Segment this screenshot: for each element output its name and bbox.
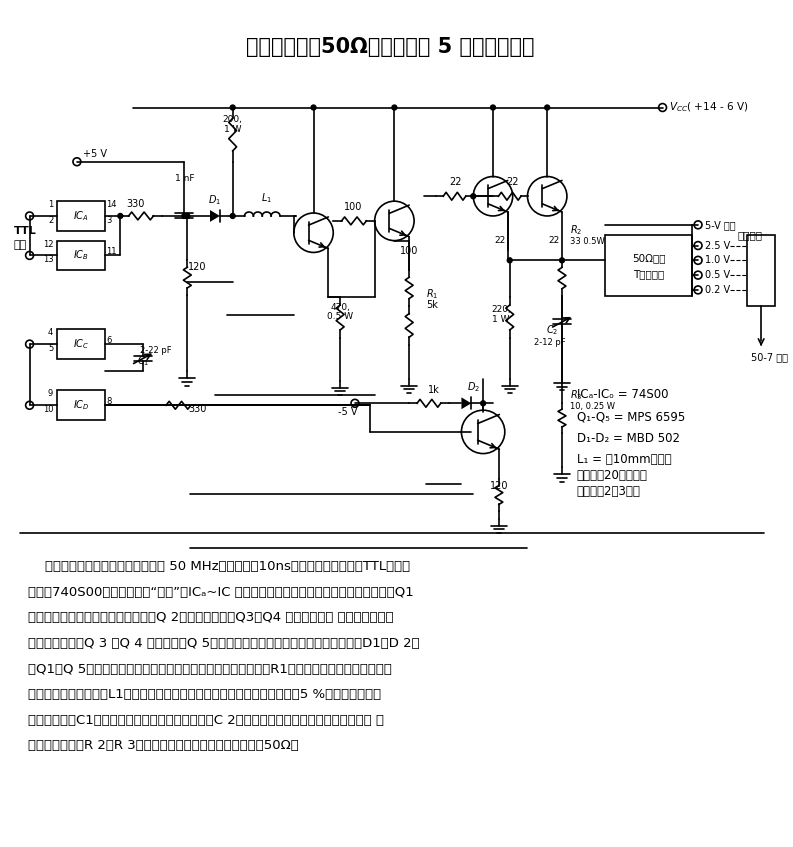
Text: $IC_A$: $IC_A$ bbox=[73, 209, 89, 223]
Text: 50-7 负载: 50-7 负载 bbox=[751, 352, 788, 362]
Text: 120: 120 bbox=[188, 263, 206, 272]
Text: 规泣包线2～3圈。: 规泣包线2～3圈。 bbox=[577, 485, 641, 498]
Text: 将短脉冲馈入50Ω同轴电缆的 5 晶体管放大器: 将短脉冲馈入50Ω同轴电缆的 5 晶体管放大器 bbox=[246, 37, 534, 58]
Text: $IC_C$: $IC_C$ bbox=[73, 337, 89, 351]
Text: 10, 0.25 W: 10, 0.25 W bbox=[570, 402, 615, 411]
Circle shape bbox=[230, 213, 236, 219]
Text: 由一个740S00型四重肖特基“与非”门ICₐ~IC 驱动这一电路。连接成共射极放大器的晶体管Q1: 由一个740S00型四重肖特基“与非”门ICₐ~IC 驱动这一电路。连接成共射极… bbox=[28, 585, 413, 599]
Text: $D_2$: $D_2$ bbox=[467, 380, 480, 394]
Text: 止Q1和Q 5处于饱和状态。为了调节这一电路，就要调节电位器R1，使输出脉冲上升时间最佳。: 止Q1和Q 5处于饱和状态。为了调节这一电路，就要调节电位器R1，使输出脉冲上升… bbox=[28, 662, 392, 676]
Circle shape bbox=[491, 105, 496, 110]
Text: $D_1$: $D_1$ bbox=[209, 193, 221, 207]
Text: 5: 5 bbox=[48, 344, 53, 353]
Text: 2-12 pF: 2-12 pF bbox=[534, 338, 566, 347]
Text: 可调节电容器C1，以控制前冲。还要借助于电容器C 2对输出脉冲进一步进行整形。当脉冲接 通: 可调节电容器C1，以控制前冲。还要借助于电容器C 2对输出脉冲进一步进行整形。当… bbox=[28, 714, 384, 727]
Bar bbox=[57, 202, 105, 230]
Text: 22: 22 bbox=[507, 177, 519, 187]
Text: 13: 13 bbox=[43, 255, 53, 264]
Text: 1k: 1k bbox=[428, 385, 439, 396]
Text: 220,: 220, bbox=[491, 305, 511, 313]
Text: ICₐ-ICₒ = 74S00: ICₐ-ICₒ = 74S00 bbox=[577, 389, 668, 401]
Text: 6: 6 bbox=[106, 336, 112, 345]
Text: 4: 4 bbox=[48, 329, 53, 337]
Bar bbox=[57, 390, 105, 420]
Text: 1.0 V: 1.0 V bbox=[705, 255, 730, 265]
Text: $R_2$: $R_2$ bbox=[570, 223, 582, 236]
Text: 驱动连接成简单射极输出器的晶体管Q 2。并联的晶体管Q3和Q4 也组成一个射 极输出器，并驱: 驱动连接成简单射极输出器的晶体管Q 2。并联的晶体管Q3和Q4 也组成一个射 极… bbox=[28, 612, 393, 624]
Circle shape bbox=[471, 194, 476, 199]
Circle shape bbox=[481, 401, 485, 406]
Text: 11: 11 bbox=[106, 247, 117, 257]
Text: T形衰减器: T形衰减器 bbox=[633, 269, 665, 280]
Text: 1 W: 1 W bbox=[224, 125, 241, 134]
Text: 12: 12 bbox=[43, 240, 53, 248]
Text: 5k: 5k bbox=[426, 300, 438, 310]
Text: 33 0.5W: 33 0.5W bbox=[570, 236, 604, 246]
Text: $R_3$: $R_3$ bbox=[570, 389, 582, 402]
Text: 这一电路的工作频率范围为直流到 50 MHz，它能输出10ns那样短的脉冲。一个TTL信号经: 这一电路的工作频率范围为直流到 50 MHz，它能输出10ns那样短的脉冲。一个… bbox=[28, 560, 410, 573]
Text: 9: 9 bbox=[48, 390, 53, 398]
Text: TTL: TTL bbox=[13, 226, 36, 235]
Text: 1 W: 1 W bbox=[492, 315, 510, 324]
Text: 22: 22 bbox=[494, 235, 505, 245]
Circle shape bbox=[185, 213, 190, 219]
Text: 0.2 V: 0.2 V bbox=[705, 285, 730, 295]
Bar bbox=[57, 329, 105, 359]
Text: 1: 1 bbox=[48, 200, 53, 209]
Text: +5 V: +5 V bbox=[82, 149, 107, 158]
Text: 100: 100 bbox=[400, 246, 419, 257]
Text: L₁ = 在10mm直径线: L₁ = 在10mm直径线 bbox=[577, 453, 672, 467]
Text: 330: 330 bbox=[126, 199, 144, 209]
Text: 2-22 pF: 2-22 pF bbox=[140, 346, 171, 355]
Text: 0.5 V: 0.5 V bbox=[705, 270, 730, 280]
Circle shape bbox=[118, 213, 123, 219]
Text: 50Ω四级: 50Ω四级 bbox=[632, 253, 665, 263]
Circle shape bbox=[508, 257, 512, 263]
Text: 2: 2 bbox=[48, 216, 53, 224]
Text: $V_{CC}$( +14 - 6 V): $V_{CC}$( +14 - 6 V) bbox=[669, 101, 749, 114]
Bar bbox=[605, 235, 692, 296]
Text: $R_1$: $R_1$ bbox=[426, 287, 439, 301]
Text: 2.5 V: 2.5 V bbox=[705, 241, 730, 251]
Text: $IC_D$: $IC_D$ bbox=[73, 398, 89, 412]
Polygon shape bbox=[210, 210, 220, 222]
Text: 10: 10 bbox=[43, 405, 53, 414]
Text: 100: 100 bbox=[344, 202, 362, 212]
Text: 动输出电路。当Q 3 和Q 4 都截止时，Q 5就是一个低阻抗电流吸收器。肖特基二极管D1和D 2防: 动输出电路。当Q 3 和Q 4 都截止时，Q 5就是一个低阻抗电流吸收器。肖特基… bbox=[28, 637, 419, 650]
Bar bbox=[57, 241, 105, 270]
Text: 120: 120 bbox=[489, 481, 508, 491]
Text: 14: 14 bbox=[106, 200, 117, 209]
Text: 22: 22 bbox=[549, 235, 560, 245]
Polygon shape bbox=[462, 397, 471, 409]
Text: 22: 22 bbox=[450, 177, 462, 187]
Text: $C_2$: $C_2$ bbox=[546, 324, 558, 337]
Circle shape bbox=[392, 105, 396, 110]
Text: D₁-D₂ = MBD 502: D₁-D₂ = MBD 502 bbox=[577, 432, 680, 445]
Text: $L_1$: $L_1$ bbox=[261, 191, 272, 205]
Text: -5 V: -5 V bbox=[339, 407, 358, 417]
Circle shape bbox=[311, 105, 316, 110]
Text: $IC_B$: $IC_B$ bbox=[73, 248, 89, 263]
Circle shape bbox=[545, 105, 550, 110]
Bar bbox=[747, 235, 775, 306]
Text: $C_1$: $C_1$ bbox=[136, 354, 149, 368]
Text: 3: 3 bbox=[106, 216, 112, 224]
Text: 1 nF: 1 nF bbox=[174, 174, 194, 184]
Text: Q₁-Q₅ = MPS 6595: Q₁-Q₅ = MPS 6595 bbox=[577, 410, 685, 423]
Text: 470,: 470, bbox=[330, 302, 350, 312]
Text: 200,: 200, bbox=[223, 115, 243, 125]
Text: 同轴电缆: 同轴电缆 bbox=[737, 230, 763, 240]
Circle shape bbox=[230, 105, 236, 110]
Text: 5-V 输出: 5-V 输出 bbox=[705, 220, 736, 230]
Text: 作为峰化线圈的电感器L1应当加以调整，以使上升时间的误差不超过允许的5 %上冲。同样，也: 作为峰化线圈的电感器L1应当加以调整，以使上升时间的误差不超过允许的5 %上冲。… bbox=[28, 689, 381, 701]
Circle shape bbox=[560, 257, 565, 263]
Text: 8: 8 bbox=[106, 397, 112, 407]
Text: 330: 330 bbox=[188, 404, 206, 414]
Text: 输入: 输入 bbox=[13, 240, 27, 250]
Text: 0.5 W: 0.5 W bbox=[327, 313, 353, 322]
Text: 或断开时，电阵R 2和R 3分别保证放大器输出端的阻抗正好为50Ω。: 或断开时，电阵R 2和R 3分别保证放大器输出端的阻抗正好为50Ω。 bbox=[28, 739, 298, 752]
Circle shape bbox=[182, 213, 187, 219]
Text: 圈架上绖20号标准线: 圈架上绖20号标准线 bbox=[577, 469, 648, 482]
